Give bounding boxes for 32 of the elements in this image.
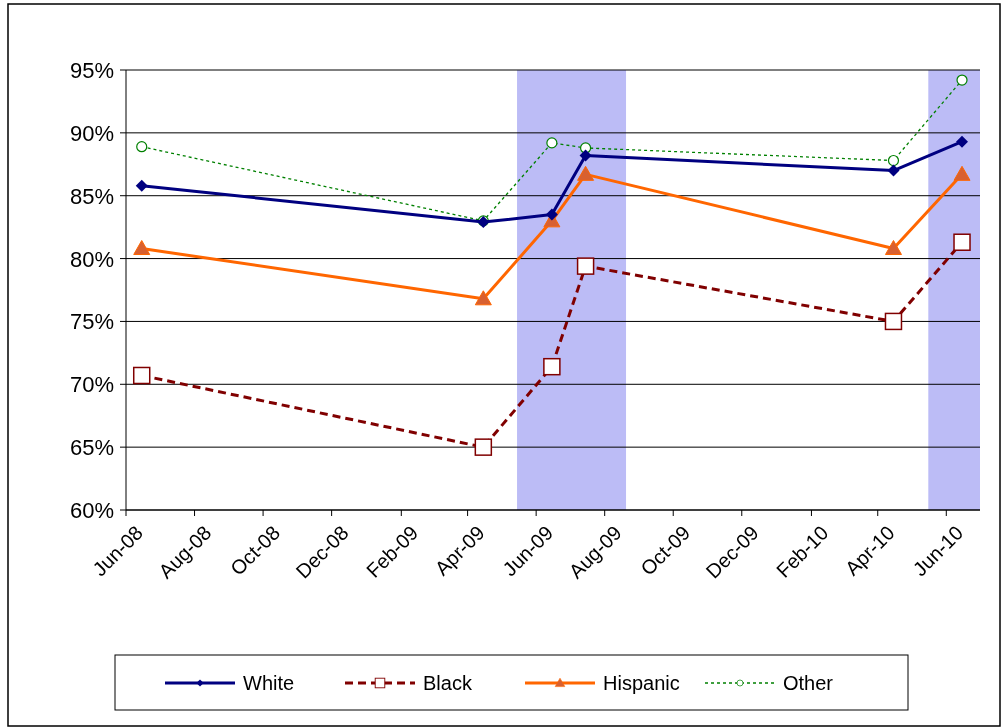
legend-label: Hispanic <box>603 672 680 694</box>
point <box>474 290 492 306</box>
point <box>133 240 151 256</box>
legend-label: Black <box>423 672 473 694</box>
y-tick-label: 85% <box>69 183 114 209</box>
y-tick-label: 65% <box>69 435 114 461</box>
y-tick-label: 90% <box>69 120 114 146</box>
point <box>543 357 561 376</box>
y-tick-label: 60% <box>69 498 114 523</box>
point <box>474 438 493 456</box>
point <box>135 179 148 192</box>
point <box>956 74 968 86</box>
y-tick-label: 75% <box>69 309 114 335</box>
point <box>953 165 971 181</box>
y-tick-label: 80% <box>69 246 114 272</box>
point <box>132 366 151 385</box>
point <box>136 141 148 153</box>
point <box>576 257 595 275</box>
point <box>577 165 595 181</box>
y-tick-label: 70% <box>69 372 114 398</box>
point <box>579 149 592 162</box>
point <box>884 240 902 256</box>
point <box>953 233 971 251</box>
point <box>887 164 900 177</box>
legend-label: White <box>243 672 295 694</box>
legend-label: Other <box>783 672 834 694</box>
point <box>887 154 900 167</box>
point <box>545 208 558 221</box>
point <box>956 135 969 148</box>
point <box>884 312 903 331</box>
point <box>546 137 558 149</box>
y-tick-label: 95% <box>69 58 114 83</box>
